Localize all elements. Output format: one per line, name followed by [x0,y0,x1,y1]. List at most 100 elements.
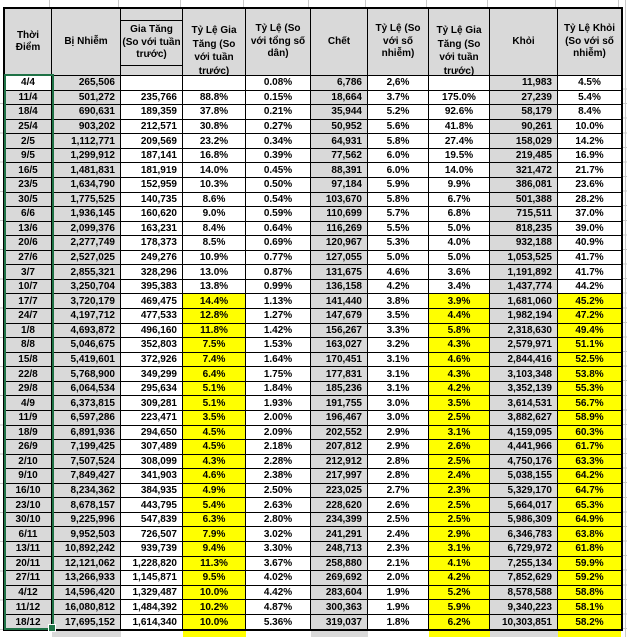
cell-increase-rate[interactable] [183,76,246,90]
cell-increase-rate[interactable]: 13.0% [183,265,246,279]
cell-infected[interactable]: 3,720,179 [52,294,121,308]
cell-infected[interactable]: 690,631 [52,105,121,119]
cell-rate-of-population[interactable]: 0.50% [246,177,311,192]
cell-infected[interactable]: 3,250,704 [52,279,121,294]
cell-recovered[interactable]: 1,053,525 [490,250,558,265]
cell-death-rate[interactable]: 3.1% [368,352,429,367]
cell-increase[interactable]: 235,766 [121,90,183,105]
cell-recovered[interactable]: 8,578,588 [490,585,558,600]
cell-deaths[interactable]: 202,552 [311,425,368,440]
cell-death-rate[interactable]: 5.6% [368,119,429,134]
cell-increase-rate[interactable]: 5.1% [183,396,246,410]
cell-infected[interactable]: 6,891,936 [52,425,121,440]
cell-increase-rate[interactable]: 6.4% [183,367,246,381]
cell-recovered[interactable]: 932,188 [490,236,558,250]
cell-death-rate[interactable]: 3.1% [368,381,429,396]
cell-increase[interactable]: 496,160 [121,323,183,338]
cell-infected[interactable]: 6,064,534 [52,381,121,396]
cell-increase-rate[interactable]: 12.8% [183,309,246,323]
cell-recovered[interactable]: 1,681,060 [490,294,558,308]
cell-time[interactable]: 23/5 [5,177,52,192]
cell-deaths[interactable]: 283,604 [311,585,368,600]
cell-recovery-rate[interactable]: 58.1% [558,600,621,614]
cell-time[interactable]: 16/5 [5,163,52,177]
cell-death-increase-rate[interactable]: 6.2% [429,614,490,630]
cell-death-increase-rate[interactable]: 4.2% [429,571,490,585]
cell-increase[interactable]: 294,650 [121,425,183,440]
cell-increase[interactable]: 163,231 [121,221,183,236]
cell-increase-rate[interactable]: 4.5% [183,440,246,454]
cell-infected[interactable]: 9,952,503 [52,527,121,541]
cell-rate-of-population[interactable]: 0.34% [246,134,311,148]
cell-rate-of-population[interactable]: 0.77% [246,250,311,265]
cell-deaths[interactable]: 196,467 [311,410,368,425]
cell-recovered[interactable]: 58,179 [490,105,558,119]
cell-recovery-rate[interactable]: 37.0% [558,207,621,221]
cell-infected[interactable]: 6,373,815 [52,396,121,410]
cell-death-increase-rate[interactable]: 2.5% [429,512,490,527]
cell-death-increase-rate[interactable]: 4.3% [429,367,490,381]
cell-increase-rate[interactable]: 10.9% [183,250,246,265]
cell-infected[interactable]: 7,199,425 [52,440,121,454]
cell-increase-rate[interactable]: 37.8% [183,105,246,119]
cell-increase-rate[interactable]: 10.0% [183,585,246,600]
cell-rate-of-population[interactable]: 0.64% [246,221,311,236]
cell-recovery-rate[interactable]: 5.4% [558,90,621,105]
cell-deaths[interactable]: 163,027 [311,338,368,352]
cell-deaths[interactable]: 212,912 [311,454,368,469]
cell-increase[interactable]: 140,735 [121,192,183,207]
cell-death-rate[interactable]: 5.2% [368,105,429,119]
cell-death-increase-rate[interactable]: 27.4% [429,134,490,148]
cell-infected[interactable]: 9,225,996 [52,512,121,527]
cell-increase[interactable]: 160,620 [121,207,183,221]
cell-death-rate[interactable]: 2.0% [368,571,429,585]
col-header-deaths[interactable]: Chết [311,9,368,75]
cell-increase-rate[interactable]: 10.2% [183,600,246,614]
cell-deaths[interactable]: 207,812 [311,440,368,454]
cell-death-rate[interactable]: 5.3% [368,236,429,250]
cell-deaths[interactable]: 234,399 [311,512,368,527]
cell-deaths[interactable]: 103,670 [311,192,368,207]
cell-infected[interactable]: 265,506 [52,76,121,90]
cell-recovery-rate[interactable]: 23.6% [558,177,621,192]
cell-death-increase-rate[interactable]: 175.0% [429,90,490,105]
cell-death-rate[interactable]: 2.7% [368,483,429,498]
cell-time[interactable]: 18/12 [5,614,52,630]
cell-death-increase-rate[interactable]: 4.2% [429,381,490,396]
cell-infected[interactable]: 5,419,601 [52,352,121,367]
cell-recovered[interactable]: 7,255,134 [490,556,558,571]
cell-recovered[interactable]: 4,750,176 [490,454,558,469]
cell-deaths[interactable]: 223,025 [311,483,368,498]
cell-rate-of-population[interactable]: 1.13% [246,294,311,308]
cell-increase-rate[interactable]: 4.6% [183,469,246,483]
cell-rate-of-population[interactable]: 2.80% [246,512,311,527]
cell-death-increase-rate[interactable]: 5.0% [429,221,490,236]
cell-infected[interactable]: 8,678,157 [52,498,121,512]
cell-infected[interactable]: 10,892,242 [52,542,121,556]
cell-recovery-rate[interactable]: 58.2% [558,614,621,630]
cell-increase[interactable]: 209,569 [121,134,183,148]
cell-time[interactable]: 16/10 [5,483,52,498]
cell-death-rate[interactable]: 3.7% [368,90,429,105]
cell-recovered[interactable]: 2,844,416 [490,352,558,367]
cell-increase-rate[interactable]: 6.3% [183,512,246,527]
cell-deaths[interactable]: 120,967 [311,236,368,250]
cell-death-rate[interactable]: 5.0% [368,250,429,265]
cell-recovery-rate[interactable]: 45.2% [558,294,621,308]
cell-death-increase-rate[interactable]: 41.8% [429,119,490,134]
cell-death-increase-rate[interactable]: 3.9% [429,294,490,308]
cell-death-increase-rate[interactable]: 4.4% [429,309,490,323]
cell-death-increase-rate[interactable]: 14.0% [429,163,490,177]
cell-death-rate[interactable]: 5.5% [368,221,429,236]
cell-increase[interactable]: 178,373 [121,236,183,250]
cell-recovery-rate[interactable]: 65.3% [558,498,621,512]
cell-death-increase-rate[interactable]: 4.3% [429,338,490,352]
cell-infected[interactable]: 7,507,524 [52,454,121,469]
cell-death-increase-rate[interactable]: 4.1% [429,556,490,571]
cell-infected[interactable]: 2,277,749 [52,236,121,250]
cell-recovered[interactable]: 5,329,170 [490,483,558,498]
cell-increase[interactable]: 443,795 [121,498,183,512]
cell-rate-of-population[interactable]: 4.87% [246,600,311,614]
cell-recovered[interactable]: 5,986,309 [490,512,558,527]
cell-deaths[interactable]: 156,267 [311,323,368,338]
